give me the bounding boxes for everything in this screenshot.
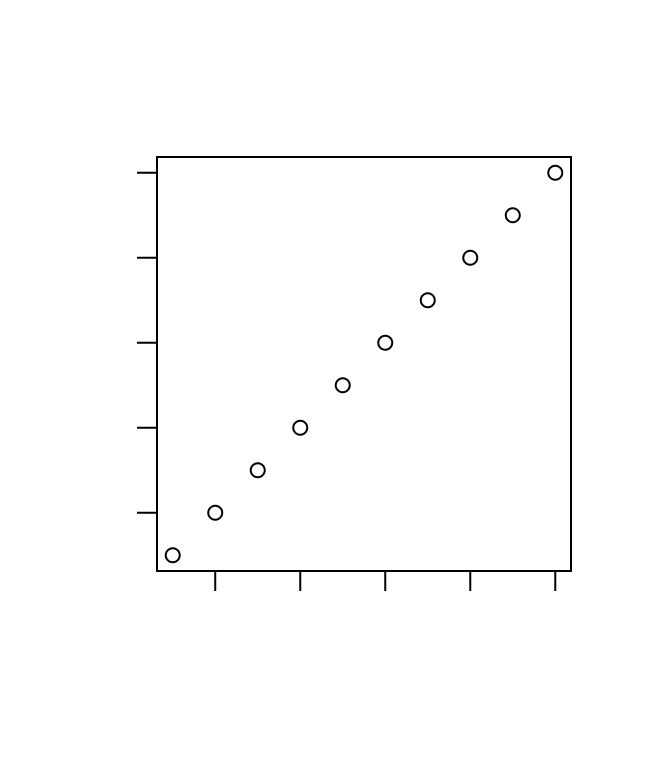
data-points <box>166 166 563 563</box>
data-point <box>293 421 307 435</box>
x-axis:       <box>215 571 555 645</box>
plot-frame <box>157 157 571 571</box>
data-point <box>378 336 392 350</box>
x-axis-label:   <box>356 693 374 723</box>
data-point <box>548 166 562 180</box>
data-point <box>336 378 350 392</box>
data-point <box>506 208 520 222</box>
data-point <box>166 548 180 562</box>
data-point <box>463 251 477 265</box>
data-point <box>421 293 435 307</box>
y-axis-label:    <box>11 357 41 373</box>
data-point <box>208 506 222 520</box>
data-point <box>251 463 265 477</box>
y-axis:   <box>90 173 157 513</box>
chart-title:    <box>346 65 384 100</box>
